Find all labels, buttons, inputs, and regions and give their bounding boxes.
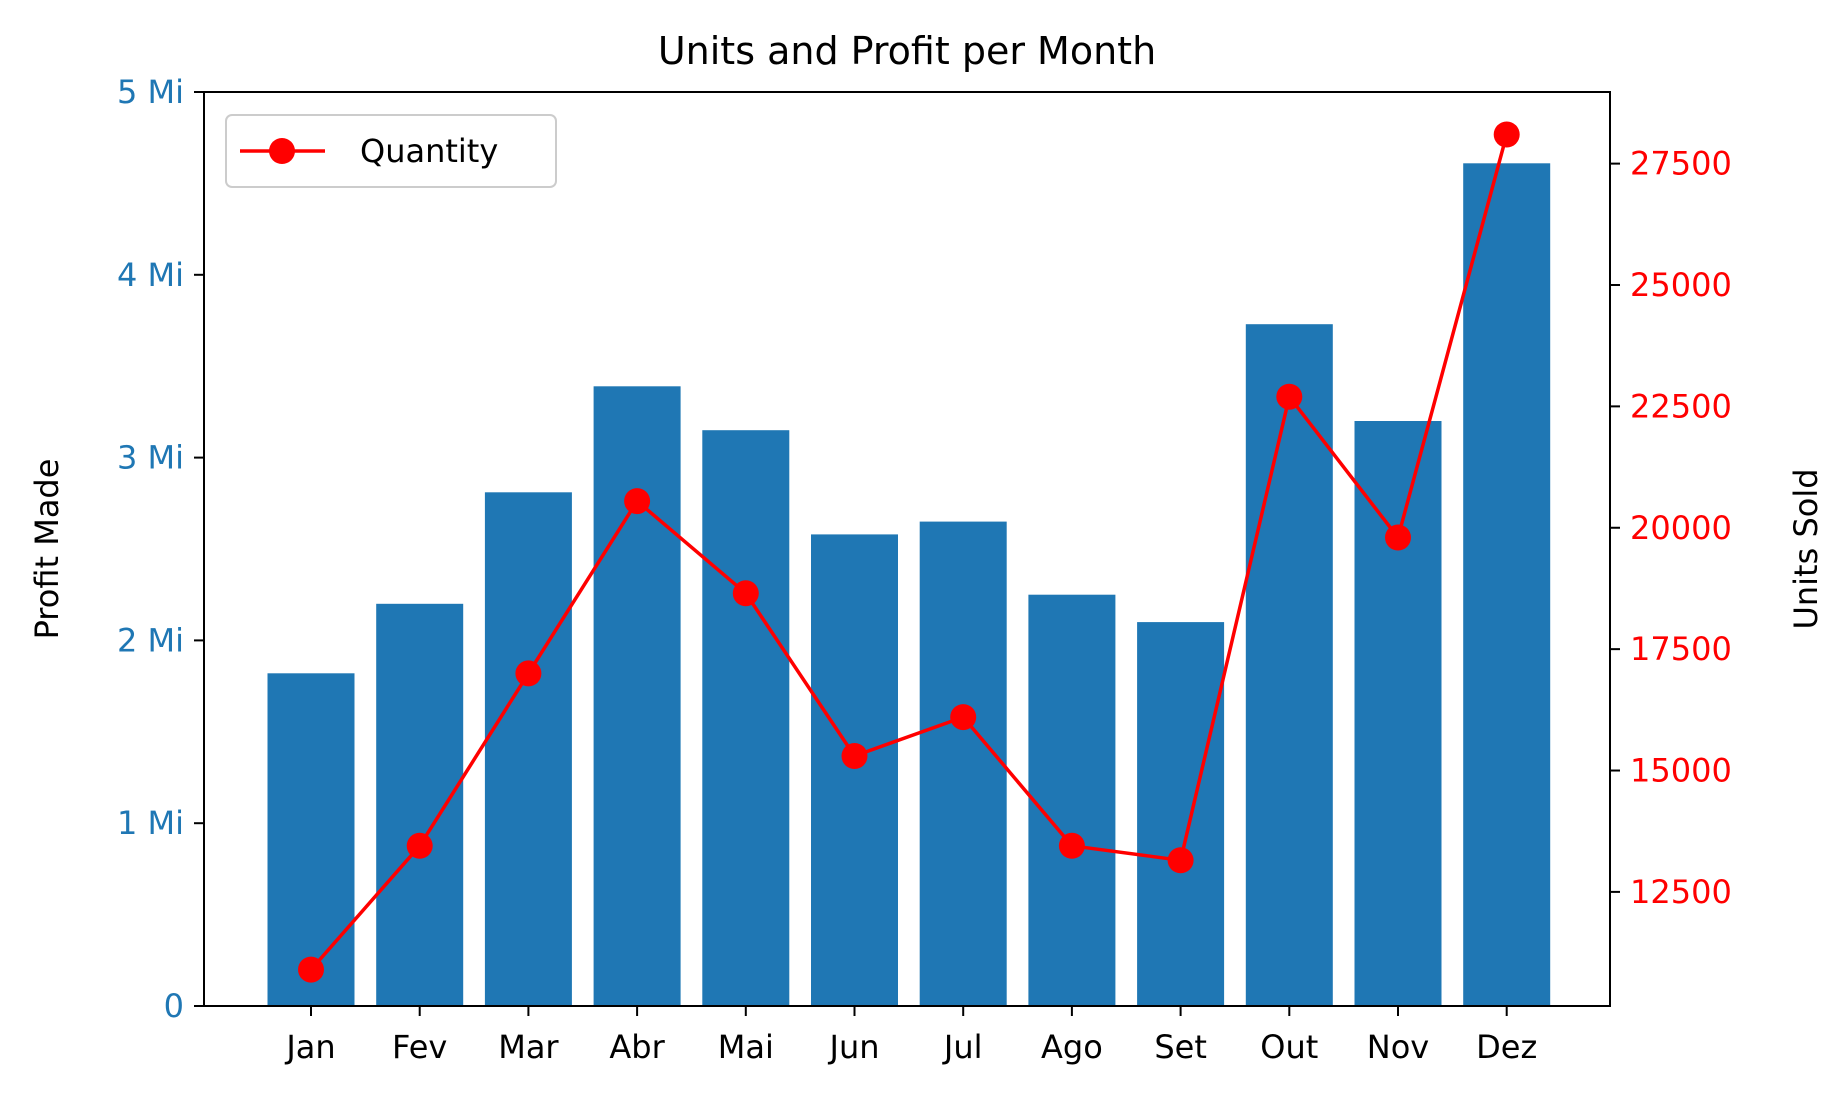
right-tick-label: 12500 bbox=[1630, 873, 1732, 911]
bars-layer bbox=[267, 163, 1551, 1007]
x-tick-label: Jun bbox=[828, 1028, 880, 1066]
bar-ago bbox=[1028, 594, 1116, 1006]
right-tick-label: 20000 bbox=[1630, 509, 1732, 547]
point-quantity-ago bbox=[1058, 832, 1085, 859]
right-tick-label: 15000 bbox=[1630, 752, 1732, 790]
point-quantity-mar bbox=[515, 660, 542, 687]
right-axis-label: Units Sold bbox=[1787, 468, 1825, 629]
x-tick-label: Jul bbox=[942, 1028, 983, 1066]
left-tick-label: 0 bbox=[164, 987, 184, 1025]
right-tick-label: 17500 bbox=[1630, 630, 1732, 668]
left-axis-label: Profit Made bbox=[28, 459, 66, 640]
bar-set bbox=[1137, 622, 1225, 1006]
bar-abr bbox=[593, 386, 681, 1006]
plot-frame bbox=[203, 91, 1611, 1007]
x-tick-label: Mar bbox=[498, 1028, 559, 1066]
bar-fev bbox=[376, 603, 464, 1006]
point-quantity-out bbox=[1276, 383, 1303, 410]
point-quantity-jul bbox=[950, 704, 977, 731]
x-tick-label: Dez bbox=[1476, 1028, 1537, 1066]
point-quantity-set bbox=[1167, 847, 1194, 874]
legend-label-quantity: Quantity bbox=[360, 132, 498, 170]
x-tick-label: Out bbox=[1260, 1028, 1318, 1066]
right-tick-label: 25000 bbox=[1630, 266, 1732, 304]
legend-box bbox=[225, 114, 557, 188]
bar-out bbox=[1245, 324, 1333, 1006]
series-line-quantity bbox=[309, 134, 1509, 971]
chart-title: Units and Profit per Month bbox=[658, 29, 1156, 73]
bar-nov bbox=[1354, 421, 1442, 1006]
right-tick-label: 27500 bbox=[1630, 145, 1732, 183]
point-quantity-fev bbox=[406, 832, 433, 859]
left-tick-label: 2 Mi bbox=[117, 621, 184, 659]
point-quantity-abr bbox=[624, 488, 651, 515]
point-quantity-jun bbox=[841, 743, 868, 769]
x-axis: Jan Fev Mar Abr Mai Jun Jul Ago Set Out Nov Dez bbox=[284, 1006, 1537, 1066]
x-tick-label: Set bbox=[1154, 1028, 1207, 1066]
left-tick-label: 3 Mi bbox=[117, 439, 184, 477]
line-layer bbox=[298, 121, 1520, 983]
legend: Quantity bbox=[225, 114, 557, 188]
x-tick-label: Mai bbox=[718, 1028, 774, 1066]
left-tick-label: 4 Mi bbox=[117, 256, 184, 294]
legend-marker-swatch bbox=[269, 138, 295, 164]
x-tick-label: Nov bbox=[1367, 1028, 1429, 1066]
point-quantity-nov bbox=[1385, 524, 1411, 551]
bar-mai bbox=[702, 430, 790, 1006]
point-quantity-jan bbox=[298, 956, 324, 983]
x-tick-label: Ago bbox=[1041, 1028, 1103, 1066]
bar-jan bbox=[267, 673, 355, 1006]
bar-jul bbox=[919, 521, 1007, 1006]
bar-mar bbox=[484, 492, 572, 1006]
bar-jun bbox=[811, 534, 898, 1006]
left-tick-label: 1 Mi bbox=[117, 804, 184, 842]
x-tick-label: Fev bbox=[392, 1028, 447, 1066]
left-tick-label: 5 Mi bbox=[117, 73, 184, 111]
right-tick-label: 22500 bbox=[1630, 387, 1732, 425]
point-quantity-mai bbox=[732, 580, 759, 607]
point-quantity-dez bbox=[1493, 121, 1520, 148]
bar-dez bbox=[1463, 163, 1551, 1007]
right-axis: 12500 15000 17500 20000 22500 25000 27500 bbox=[1610, 145, 1732, 911]
x-tick-label: Abr bbox=[609, 1028, 665, 1066]
left-axis: 0 1 Mi 2 Mi 3 Mi 4 Mi 5 Mi bbox=[117, 73, 204, 1025]
x-tick-label: Jan bbox=[284, 1028, 335, 1066]
